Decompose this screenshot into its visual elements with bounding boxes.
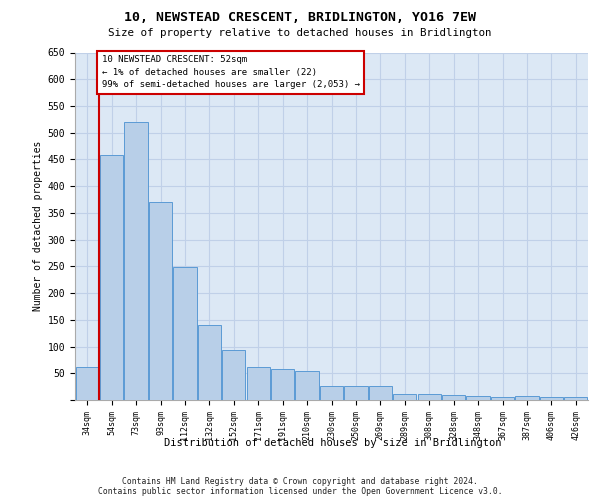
Text: Distribution of detached houses by size in Bridlington: Distribution of detached houses by size … — [164, 438, 502, 448]
Bar — [271, 369, 294, 400]
Bar — [564, 398, 587, 400]
Bar — [295, 370, 319, 400]
Bar — [247, 367, 270, 400]
Bar — [393, 394, 416, 400]
Bar — [173, 268, 197, 400]
Bar — [515, 396, 539, 400]
Y-axis label: Number of detached properties: Number of detached properties — [34, 141, 43, 312]
Bar — [222, 350, 245, 400]
Text: 10 NEWSTEAD CRESCENT: 52sqm
← 1% of detached houses are smaller (22)
99% of semi: 10 NEWSTEAD CRESCENT: 52sqm ← 1% of deta… — [102, 55, 360, 89]
Text: Size of property relative to detached houses in Bridlington: Size of property relative to detached ho… — [108, 28, 492, 38]
Text: Contains HM Land Registry data © Crown copyright and database right 2024.
Contai: Contains HM Land Registry data © Crown c… — [98, 476, 502, 496]
Bar — [442, 394, 465, 400]
Bar — [540, 398, 563, 400]
Bar — [491, 398, 514, 400]
Bar — [76, 367, 99, 400]
Bar — [198, 325, 221, 400]
Bar — [369, 386, 392, 400]
Bar — [344, 386, 368, 400]
Bar — [124, 122, 148, 400]
Bar — [418, 394, 441, 400]
Bar — [149, 202, 172, 400]
Bar — [466, 396, 490, 400]
Text: 10, NEWSTEAD CRESCENT, BRIDLINGTON, YO16 7EW: 10, NEWSTEAD CRESCENT, BRIDLINGTON, YO16… — [124, 11, 476, 24]
Bar — [320, 386, 343, 400]
Bar — [100, 155, 123, 400]
